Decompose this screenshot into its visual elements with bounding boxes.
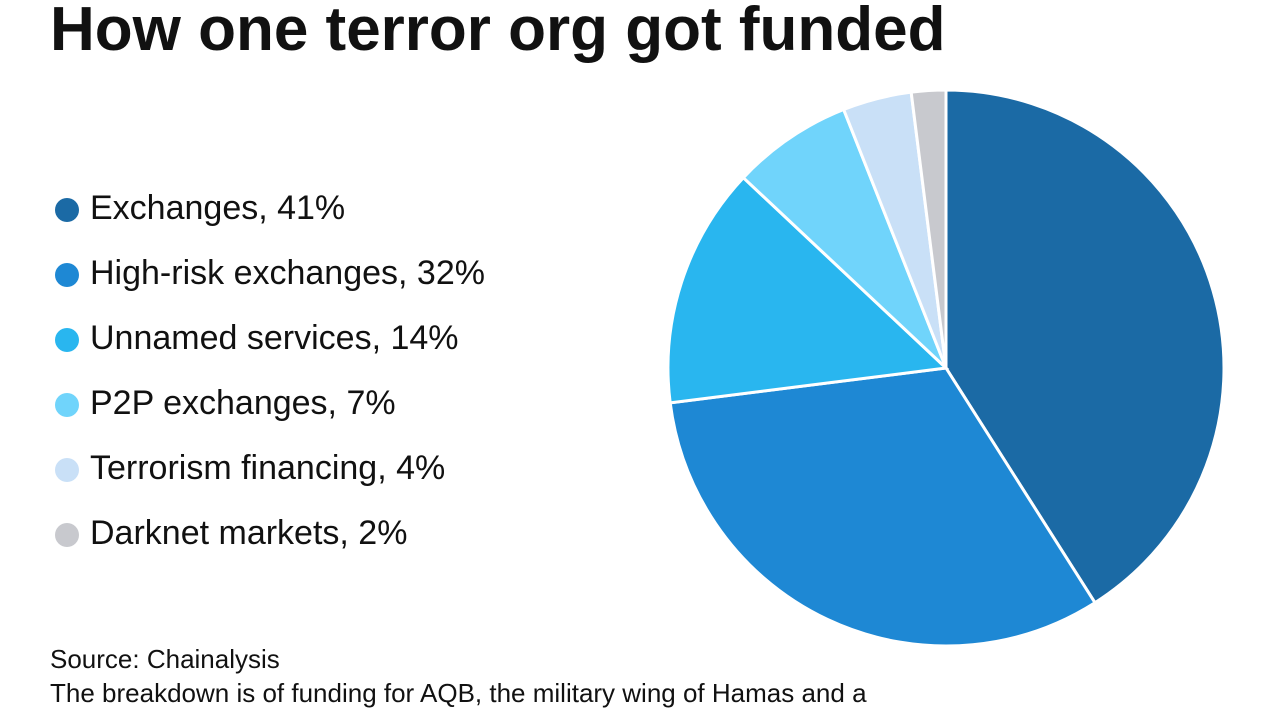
legend-swatch [55, 328, 79, 352]
legend-label: Unnamed services, 14% [90, 319, 459, 357]
pie-slice [909, 88, 948, 369]
pie-slice [668, 366, 1098, 648]
chart-title: How one terror org got funded [50, 0, 946, 64]
legend-swatch [55, 393, 79, 417]
legend-swatch [55, 198, 79, 222]
pie-slice [741, 107, 948, 370]
pie-slice [944, 88, 1226, 605]
source: Source: Chainalysis [50, 644, 280, 674]
legend-swatch [55, 263, 79, 287]
pie-slice [666, 175, 950, 405]
legend-label: Exchanges, 41% [90, 189, 345, 227]
legend-label: Terrorism financing, 4% [90, 449, 445, 487]
note: The breakdown is of funding for AQB, the… [50, 678, 867, 708]
legend-label: P2P exchanges, 7% [90, 384, 396, 422]
legend-swatch [55, 458, 79, 482]
legend-swatch [55, 523, 79, 547]
legend-label: Darknet markets, 2% [90, 514, 407, 552]
legend-label: High-risk exchanges, 32% [90, 254, 485, 292]
